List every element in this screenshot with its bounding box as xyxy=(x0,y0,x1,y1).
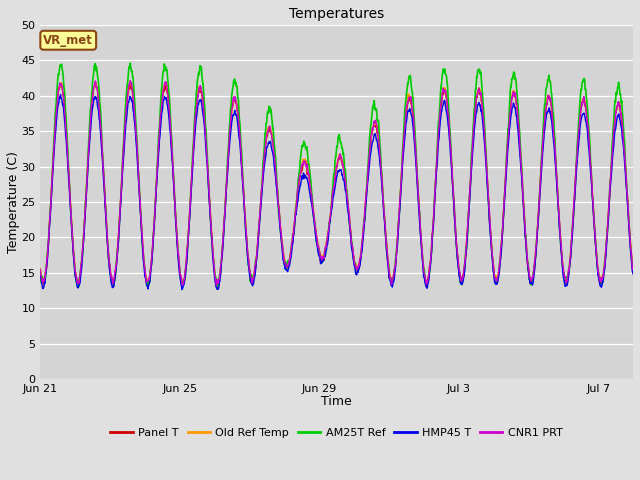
AM25T Ref xyxy=(126,60,134,66)
Old Ref Temp xyxy=(215,277,223,283)
HMP45 T xyxy=(215,284,223,290)
HMP45 T xyxy=(56,92,64,97)
HMP45 T xyxy=(83,178,91,183)
Panel T xyxy=(213,286,221,292)
AM25T Ref xyxy=(75,284,83,290)
Legend: Panel T, Old Ref Temp, AM25T Ref, HMP45 T, CNR1 PRT: Panel T, Old Ref Temp, AM25T Ref, HMP45 … xyxy=(106,424,567,443)
AM25T Ref xyxy=(165,87,173,93)
CNR1 PRT xyxy=(83,179,91,184)
HMP45 T xyxy=(36,273,44,279)
Panel T xyxy=(629,268,637,274)
Title: Temperatures: Temperatures xyxy=(289,7,384,21)
Y-axis label: Temperature (C): Temperature (C) xyxy=(7,151,20,253)
CNR1 PRT xyxy=(126,78,134,84)
Panel T xyxy=(83,180,91,185)
CNR1 PRT xyxy=(36,267,44,273)
AM25T Ref xyxy=(504,130,511,135)
HMP45 T xyxy=(629,271,637,277)
X-axis label: Time: Time xyxy=(321,396,352,408)
Panel T xyxy=(36,266,44,272)
Old Ref Temp xyxy=(363,185,371,191)
Old Ref Temp xyxy=(157,113,164,119)
AM25T Ref xyxy=(157,95,164,100)
CNR1 PRT xyxy=(215,277,223,283)
Panel T xyxy=(164,99,172,105)
Old Ref Temp xyxy=(504,138,511,144)
Line: Panel T: Panel T xyxy=(40,84,633,289)
CNR1 PRT xyxy=(363,186,371,192)
Panel T xyxy=(363,189,371,195)
HMP45 T xyxy=(363,192,371,198)
HMP45 T xyxy=(164,110,172,116)
AM25T Ref xyxy=(215,282,223,288)
CNR1 PRT xyxy=(629,265,637,271)
Line: AM25T Ref: AM25T Ref xyxy=(40,63,633,287)
Line: CNR1 PRT: CNR1 PRT xyxy=(40,81,633,285)
Old Ref Temp xyxy=(126,78,134,84)
AM25T Ref xyxy=(36,270,44,276)
Old Ref Temp xyxy=(164,98,172,104)
Panel T xyxy=(157,113,164,119)
Text: VR_met: VR_met xyxy=(44,34,93,47)
Panel T xyxy=(127,81,134,86)
CNR1 PRT xyxy=(212,282,220,288)
Line: HMP45 T: HMP45 T xyxy=(40,95,633,289)
Old Ref Temp xyxy=(214,282,221,288)
Old Ref Temp xyxy=(83,176,91,181)
HMP45 T xyxy=(178,287,186,292)
Old Ref Temp xyxy=(629,266,637,272)
CNR1 PRT xyxy=(504,139,511,144)
CNR1 PRT xyxy=(164,98,172,104)
AM25T Ref xyxy=(363,188,371,193)
AM25T Ref xyxy=(83,179,91,185)
Panel T xyxy=(215,279,223,285)
CNR1 PRT xyxy=(157,111,164,117)
HMP45 T xyxy=(504,146,511,152)
Line: Old Ref Temp: Old Ref Temp xyxy=(40,81,633,285)
Panel T xyxy=(504,141,511,146)
HMP45 T xyxy=(157,123,164,129)
AM25T Ref xyxy=(629,264,637,270)
Old Ref Temp xyxy=(36,267,44,273)
